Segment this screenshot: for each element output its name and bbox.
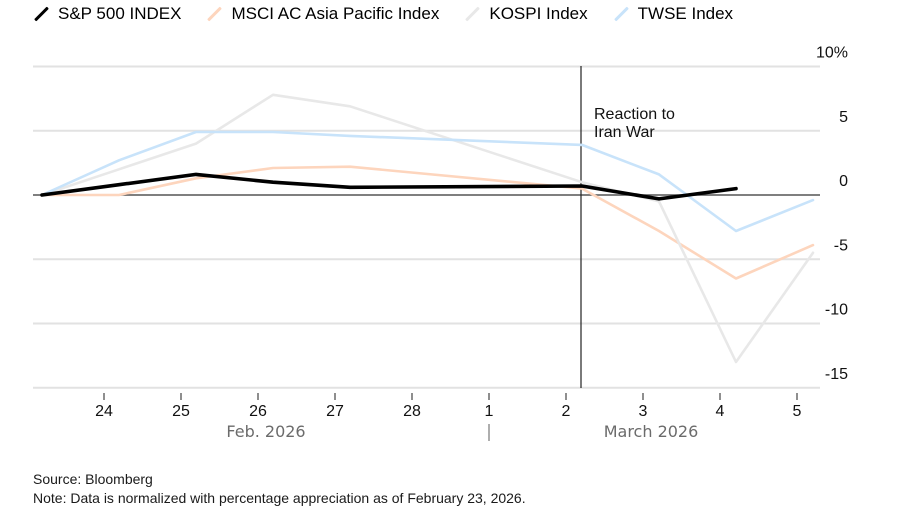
month-label-feb: Feb. 2026	[226, 422, 305, 441]
legend-item-sp500: S&P 500 INDEX	[34, 4, 181, 24]
x-tick-label: 1	[485, 403, 494, 420]
note-text: Note: Data is normalized with percentage…	[33, 490, 526, 506]
y-tick-label: -15	[825, 366, 848, 383]
line-chart: 10% 5 0 -5 -10 -15 24 25 26 27 28 1 2 3 4 5 Feb. 2026 Mar…	[33, 45, 848, 441]
series-line-msci-ac-asia-pacific-index	[40, 165, 815, 280]
series-line-s-p-500-index	[40, 172, 738, 201]
x-tick-label: 24	[95, 403, 113, 420]
annotation-line1: Reaction to	[594, 106, 675, 123]
x-tick-label: 27	[326, 403, 344, 420]
chart-footer: Source: Bloomberg Note: Data is normaliz…	[33, 470, 526, 508]
x-tick-label: 4	[716, 403, 725, 420]
x-tick-label: 25	[172, 403, 190, 420]
x-tick-label: 28	[403, 403, 421, 420]
series-line-twse-index	[40, 130, 815, 233]
annotation-line2: Iran War	[594, 124, 655, 141]
legend-item-kospi: KOSPI Index	[465, 4, 587, 24]
y-tick-label: -5	[834, 237, 848, 254]
series-line-kospi-index	[40, 93, 815, 364]
x-tick-label: 3	[639, 403, 648, 420]
legend-label-twse: TWSE Index	[637, 4, 734, 23]
y-tick-label: 10%	[816, 45, 848, 62]
legend-label-sp500: S&P 500 INDEX	[58, 4, 182, 23]
chart-legend: S&P 500 INDEX MSCI AC Asia Pacific Index…	[34, 4, 759, 24]
legend-label-kospi: KOSPI Index	[489, 4, 588, 23]
x-tick-label: 2	[562, 403, 571, 420]
y-tick-label: 5	[839, 109, 848, 126]
source-text: Source: Bloomberg	[33, 471, 153, 487]
y-tick-label: 0	[839, 173, 848, 190]
x-tick-label: 5	[793, 403, 802, 420]
month-label-march: March 2026	[604, 422, 699, 441]
legend-label-msci: MSCI AC Asia Pacific Index	[231, 4, 440, 23]
legend-item-twse: TWSE Index	[614, 4, 733, 24]
x-tick-label: 26	[249, 403, 267, 420]
y-tick-label: -10	[825, 302, 848, 319]
legend-item-msci: MSCI AC Asia Pacific Index	[207, 4, 439, 24]
